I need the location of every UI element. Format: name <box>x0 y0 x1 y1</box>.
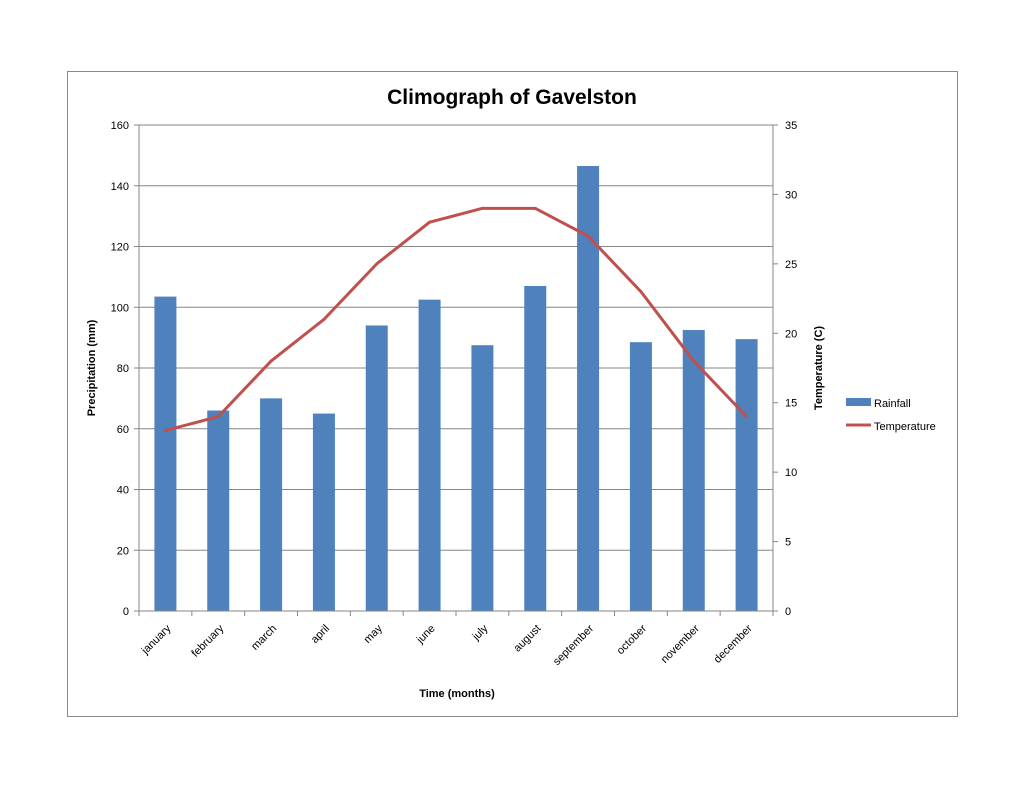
legend: Rainfall Temperature <box>846 398 936 433</box>
temperature-point-august <box>533 206 537 210</box>
temperature-point-january <box>163 428 167 432</box>
x-axis-title: Time (months) <box>419 688 495 700</box>
temperature-point-may <box>375 262 379 266</box>
x-tick-label-march: march <box>249 623 279 653</box>
rainfall-bar-october <box>629 342 652 611</box>
x-tick-label-august: august <box>512 623 544 655</box>
x-tick-label-april: april <box>309 623 332 646</box>
legend-label-rainfall: Rainfall <box>874 398 911 410</box>
rainfall-bar-february <box>207 410 230 611</box>
y-tick-label: 80 <box>117 363 129 375</box>
rainfall-bar-november <box>682 330 705 611</box>
x-tick-label-may: may <box>362 622 386 646</box>
x-tick-label-october: october <box>615 622 650 657</box>
temperature-line-layer <box>163 206 749 432</box>
x-tick-label-january: january <box>139 622 174 657</box>
y-tick-label: 40 <box>117 485 129 497</box>
x-tick-label-february: february <box>189 622 226 659</box>
temperature-line <box>165 206 748 432</box>
temperature-point-february <box>216 415 220 419</box>
y-axis-title: Precipitation (mm) <box>86 319 98 416</box>
y2-tick-label: 20 <box>785 328 797 340</box>
rainfall-bar-april <box>312 413 335 611</box>
x-tick-label-september: september <box>551 622 596 667</box>
y2-tick-label: 30 <box>785 189 797 201</box>
chart-title: Climograph of Gavelston <box>387 86 637 109</box>
chart-frame: Climograph of Gavelston 0 20 40 60 80 100 120 1… <box>67 71 958 717</box>
y2-tick-label: 5 <box>785 537 791 549</box>
y-tick-label: 140 <box>111 181 129 193</box>
x-tick-label-june: june <box>414 623 438 647</box>
y-tick-label: 100 <box>111 302 129 314</box>
temperature-point-december <box>745 415 749 419</box>
rainfall-bar-september <box>577 166 600 611</box>
x-tick-label-july: july <box>470 622 491 643</box>
rainfall-bar-january <box>154 296 177 611</box>
temperature-point-april <box>322 317 326 321</box>
legend-swatch-rainfall <box>846 398 871 406</box>
rainfall-bar-march <box>260 398 283 611</box>
temperature-point-july <box>480 206 484 210</box>
y2-tick-label: 35 <box>785 120 797 132</box>
temperature-point-october <box>639 290 643 294</box>
y-tick-label: 0 <box>123 606 129 618</box>
y-tick-label: 60 <box>117 424 129 436</box>
y2-tick-label: 0 <box>785 606 791 618</box>
temperature-point-march <box>269 359 273 363</box>
gridlines <box>139 124 773 551</box>
y-tick-label: 160 <box>111 120 129 132</box>
rainfall-bar-july <box>471 345 494 611</box>
rainfall-bar-december <box>735 339 758 611</box>
rainfall-bar-august <box>524 285 547 611</box>
y2-axis-title: Temperature (C) <box>813 326 825 410</box>
temperature-point-november <box>692 359 696 363</box>
y-tick-label: 20 <box>117 545 129 557</box>
y2-tick-label: 10 <box>785 467 797 479</box>
x-tick-label-december: december <box>712 622 755 665</box>
x-tick-label-november: november <box>659 622 702 665</box>
rainfall-bar-june <box>418 299 441 611</box>
rainfall-bars <box>154 166 758 611</box>
y-tick-label: 120 <box>111 242 129 254</box>
rainfall-bar-may <box>365 325 388 611</box>
y2-tick-label: 15 <box>785 398 797 410</box>
temperature-point-june <box>428 220 432 224</box>
y2-tick-label: 25 <box>785 259 797 271</box>
temperature-point-september <box>586 234 590 238</box>
legend-label-temperature: Temperature <box>874 421 936 433</box>
